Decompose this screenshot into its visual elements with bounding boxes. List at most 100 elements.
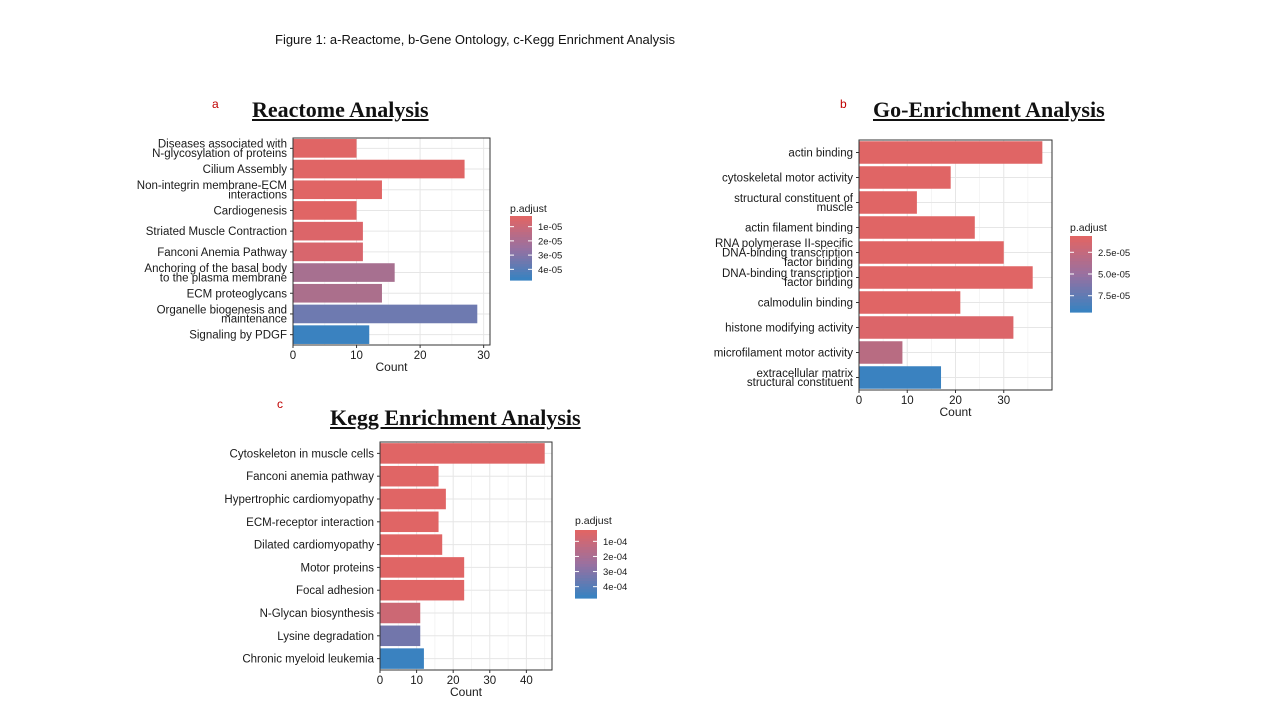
legend-gradient-b: [1070, 258, 1092, 262]
y-tick-label-c-3: ECM-receptor interaction: [246, 517, 374, 529]
y-tick-label-a-2: interactions: [228, 189, 287, 201]
x-tick-label-b: 30: [997, 395, 1010, 407]
y-tick-label-b-1: cytoskeletal motor activity: [722, 173, 853, 185]
panel-letter-a: a: [212, 97, 219, 111]
legend-gradient-a: [510, 237, 532, 241]
bar-c-7: [380, 602, 421, 624]
legend-gradient-a: [510, 218, 532, 222]
legend-gradient-b: [1070, 280, 1092, 285]
legend-tick-label-a: 4e-05: [538, 265, 562, 276]
bar-c-4: [380, 534, 443, 555]
bar-c-5: [380, 557, 465, 578]
plot-border-a: [292, 137, 491, 346]
panel-letter-c: c: [277, 397, 283, 411]
figure-caption: Figure 1: a-Reactome, b-Gene Ontology, c…: [275, 32, 676, 47]
bar-c-3: [380, 511, 439, 533]
legend-gradient-b: [1070, 289, 1092, 294]
legend-gradient-b: [1070, 274, 1092, 278]
y-tick-label-a-9: Signaling by PDGF: [189, 330, 287, 342]
legend-gradient-c: [575, 595, 597, 599]
legend-gradient-c: [575, 549, 597, 554]
legend-gradient-b: [1070, 270, 1092, 275]
bar-b-4: [859, 241, 1004, 264]
panel-title-c: Kegg Enrichment Analysis: [330, 405, 581, 430]
y-tick-label-b-5: DNA-binding transcription: [722, 268, 853, 280]
bar-c-1: [380, 465, 439, 487]
y-tick-label-c-4: Dilated cardiomyopathy: [254, 540, 374, 552]
legend-gradient-b: [1070, 299, 1092, 304]
y-tick-label-a-2: Non-integrin membrane-ECM: [137, 180, 287, 192]
legend-gradient-b: [1070, 286, 1092, 291]
y-tick-label-b-6: calmodulin binding: [758, 298, 853, 310]
legend-gradient-a: [510, 256, 532, 260]
legend-gradient-b: [1070, 248, 1092, 253]
legend-gradient-c: [575, 578, 597, 582]
y-tick-label-a-4: Striated Muscle Contraction: [146, 226, 287, 238]
bar-a-5: [293, 242, 363, 262]
legend-gradient-a: [510, 240, 532, 244]
x-tick-label-a: 0: [290, 350, 296, 362]
bar-a-9: [293, 325, 370, 344]
legend-gradient-a: [510, 269, 532, 273]
bar-c-6: [380, 579, 465, 601]
y-tick-label-c-5: Motor proteins: [300, 562, 374, 574]
y-tick-label-a-7: ECM proteoglycans: [187, 288, 288, 300]
x-tick-label-b: 20: [949, 395, 962, 407]
y-tick-label-b-2: structural constituent of: [734, 193, 854, 205]
x-tick-label-c: 10: [410, 675, 423, 687]
legend-gradient-b: [1070, 293, 1092, 297]
legend-gradient-a: [510, 242, 532, 246]
x-tick-label-c: 40: [520, 675, 533, 687]
y-tick-label-a-6: Anchoring of the basal body: [144, 263, 287, 275]
panel-title-a: Reactome Analysis: [252, 97, 429, 122]
legend-gradient-c: [575, 555, 597, 559]
legend-gradient-a: [510, 272, 532, 276]
legend-tick-label-c: 3e-04: [603, 567, 627, 578]
legend-gradient-a: [510, 224, 532, 228]
panel-letter-b: b: [840, 97, 847, 111]
legend-gradient-b: [1070, 239, 1092, 243]
bar-c-2: [380, 488, 446, 510]
x-axis-title-a: Count: [375, 360, 408, 374]
plot-border-c: [379, 441, 553, 671]
y-tick-label-b-5: factor binding: [784, 277, 853, 289]
y-tick-label-a-0: Diseases associated with: [158, 139, 287, 151]
bar-b-7: [859, 316, 1014, 339]
legend-gradient-c: [575, 530, 597, 534]
bar-b-9: [859, 366, 942, 389]
legend-gradient-b: [1070, 267, 1092, 272]
y-tick-label-c-7: N-Glycan biosynthesis: [260, 608, 375, 620]
legend-tick-label-a: 2e-05: [538, 236, 562, 247]
bar-a-2: [293, 180, 382, 200]
legend-gradient-b: [1070, 236, 1092, 240]
legend-tick-label-c: 4e-04: [603, 582, 627, 593]
legend-gradient-a: [510, 234, 532, 238]
legend-gradient-a: [510, 277, 532, 281]
legend-gradient-c: [575, 561, 597, 565]
bar-a-1: [293, 159, 465, 179]
legend-gradient-c: [575, 538, 597, 542]
panel-title-b: Go-Enrichment Analysis: [873, 97, 1105, 122]
y-tick-label-b-3: actin filament binding: [745, 223, 853, 235]
y-tick-label-a-8: maintenance: [221, 314, 287, 326]
bar-a-3: [293, 201, 357, 220]
legend-gradient-c: [575, 575, 597, 579]
y-tick-label-c-8: Lysine degradation: [277, 631, 374, 643]
y-tick-label-c-1: Fanconi anemia pathway: [246, 471, 374, 483]
legend-gradient-a: [510, 258, 532, 262]
legend-gradient-c: [575, 535, 597, 540]
x-tick-label-c: 30: [483, 675, 496, 687]
y-tick-label-b-4: RNA polymerase II-specific: [715, 238, 853, 250]
y-tick-label-c-9: Chronic myeloid leukemia: [242, 654, 374, 666]
legend-tick-label-b: 5.0e-05: [1098, 270, 1130, 281]
bar-a-7: [293, 283, 382, 303]
x-tick-label-a: 20: [414, 350, 427, 362]
legend-gradient-b: [1070, 245, 1092, 250]
bar-c-9: [380, 648, 424, 669]
legend-gradient-c: [575, 583, 597, 588]
y-tick-label-c-6: Focal adhesion: [296, 585, 374, 597]
legend-gradient-a: [510, 245, 532, 249]
legend-gradient-c: [575, 558, 597, 562]
legend-tick-label-c: 1e-04: [603, 537, 627, 548]
